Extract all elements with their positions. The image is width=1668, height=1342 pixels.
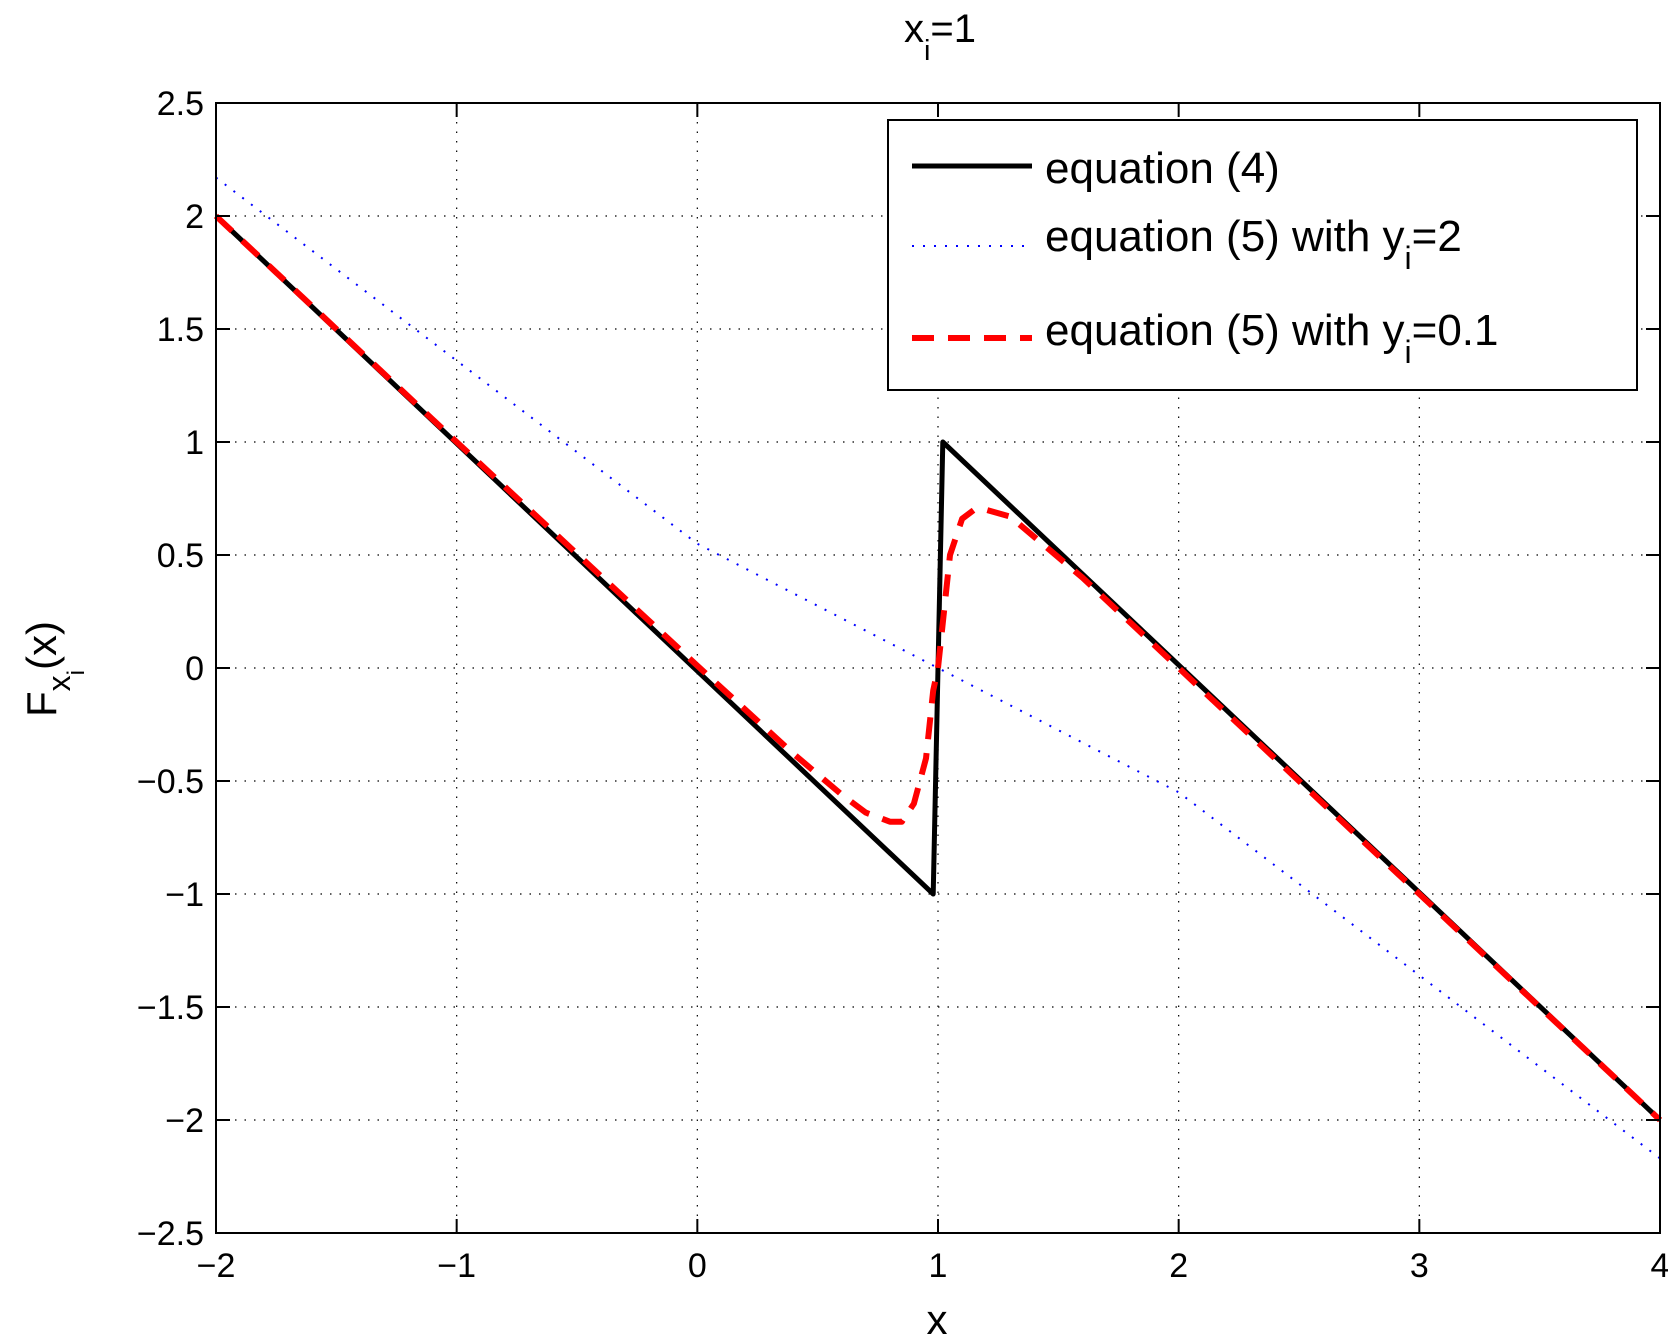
y-tick-label: 0.5: [157, 537, 204, 575]
series-line-2: [213, 213, 1663, 1123]
x-tick-label: 3: [1410, 1247, 1429, 1285]
y-tick-label: 1: [185, 424, 204, 462]
y-tick-label: 0: [185, 650, 204, 688]
legend-label-1: equation (5) with yi=2: [1045, 212, 1462, 276]
y-axis-label-subsub: i: [63, 670, 90, 675]
y-tick-label: −2.5: [137, 1215, 204, 1253]
y-tick-label: 2: [185, 198, 204, 236]
y-tick-label: 2.5: [157, 85, 204, 123]
x-axis-label: x: [927, 1296, 948, 1342]
legend-label-2-text: equation (5) with y: [1045, 306, 1405, 355]
x-tick-label: 1: [929, 1247, 948, 1285]
y-axis-label-base: F: [18, 691, 65, 717]
legend-label-1-sub: i: [1405, 240, 1412, 276]
legend-label-1-text: equation (5) with y: [1045, 212, 1405, 261]
chart-title-base: x: [904, 7, 924, 51]
y-tick-label: −0.5: [137, 763, 204, 801]
axes-layer: −2 −1 0 1 2 3 42.521.510.50−0.5−1−1.5−2−2.5: [137, 85, 1668, 1285]
legend: equation (4) equation (5) with yi=2 equa…: [887, 119, 1638, 391]
y-tick-label: 1.5: [157, 311, 204, 349]
x-tick-label: 4: [1651, 1247, 1668, 1285]
legend-label-1-rest: =2: [1412, 212, 1462, 261]
x-tick-label: −2: [197, 1247, 236, 1285]
legend-label-0: equation (4): [1045, 144, 1280, 193]
y-axis-label-rest: (x): [18, 621, 65, 670]
legend-label-0-text: equation (4): [1045, 144, 1280, 193]
y-tick-label: −2: [165, 1102, 204, 1140]
y-tick-label: −1: [165, 876, 204, 914]
x-tick-label: 2: [1169, 1247, 1188, 1285]
y-axis-label-sub: x: [41, 675, 77, 691]
y-axis-label: Fxi(x): [18, 621, 90, 717]
chart-title-rest: =1: [930, 7, 976, 51]
y-tick-label: −1.5: [137, 989, 204, 1027]
legend-label-2-rest: =0.1: [1412, 306, 1499, 355]
chart-title-sub: i: [924, 35, 930, 67]
x-tick-label: −1: [437, 1247, 476, 1285]
legend-label-2-sub: i: [1405, 334, 1412, 370]
x-tick-label: 0: [688, 1247, 707, 1285]
chart-title: xi=1: [904, 7, 976, 67]
series-layer: [213, 176, 1663, 1160]
legend-label-2: equation (5) with yi=0.1: [1045, 306, 1499, 370]
